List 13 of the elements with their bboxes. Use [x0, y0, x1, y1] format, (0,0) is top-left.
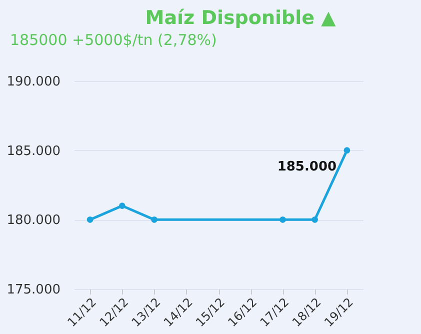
y-tick-label: 185.000: [6, 144, 60, 159]
point: [151, 216, 158, 223]
chart-subtitle: 185000 +5000$/tn (2,78%): [9, 31, 218, 51]
y-tick-label: 180.000: [6, 213, 60, 228]
point: [86, 216, 94, 223]
y-tick-label: 190.000: [6, 74, 60, 90]
point: [119, 202, 126, 209]
chart-title: Maíz Disponible ▲: [144, 6, 337, 31]
point: [280, 216, 286, 223]
point: [344, 147, 350, 154]
y-tick-label: 175.000: [6, 282, 60, 298]
point: [312, 216, 318, 223]
data-label: 185.000: [277, 159, 337, 174]
